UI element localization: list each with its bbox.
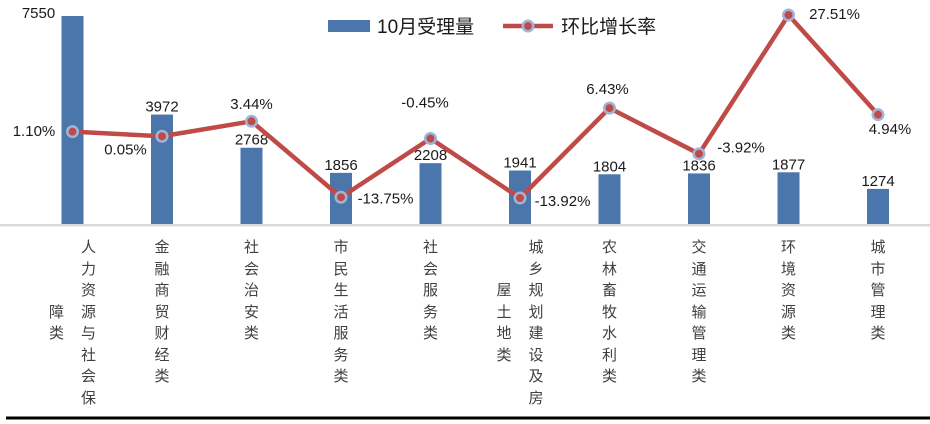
bar: [688, 173, 710, 224]
line-point: [155, 129, 169, 143]
bar-value-label: 1804: [593, 158, 626, 175]
legend-item-line-series: 环比增长率: [502, 12, 656, 39]
growth-rate-label: 1.10%: [13, 123, 56, 140]
category-label: 人力资源与社会保障类: [49, 239, 97, 407]
growth-rate-label: -0.45%: [401, 94, 449, 111]
growth-rate-label: 0.05%: [104, 141, 147, 158]
line-series-swatch-icon: [503, 19, 554, 32]
growth-rate-label: -13.92%: [535, 193, 591, 210]
bar-value-label: 2768: [235, 132, 268, 149]
bar-value-label: 1856: [324, 157, 357, 174]
legend-label-bar-series: 10月受理量: [377, 17, 475, 38]
bar-value-label: 2208: [414, 147, 447, 164]
line-point: [692, 147, 706, 161]
legend-item-bar-series: 10月受理量: [328, 12, 474, 39]
x-axis-line: [0, 224, 930, 227]
bar-value-label: 1274: [861, 173, 894, 190]
chart-legend: 10月受理量 环比增长率: [328, 12, 656, 39]
bar-value-label: 1941: [503, 155, 536, 172]
category-label: 城乡规划建设及房屋土地类: [496, 239, 544, 407]
category-label: 城市管理类: [870, 239, 886, 343]
category-label: 社会服务类: [423, 239, 439, 343]
line-point: [334, 190, 348, 204]
bar-value-label: 1877: [772, 156, 805, 173]
bottom-border-line: [6, 416, 930, 420]
line-point: [871, 108, 885, 122]
bar: [777, 172, 800, 224]
bar: [598, 174, 621, 224]
growth-rate-label: 6.43%: [586, 81, 629, 98]
bar: [419, 163, 442, 224]
category-label: 环境资源类: [781, 239, 797, 343]
category-label: 社会治安类: [244, 239, 260, 343]
category-label: 农林畜牧水利类: [602, 239, 618, 386]
category-label: 金融商贸财经类: [154, 239, 170, 386]
bar-value-label: 7550: [22, 5, 55, 22]
bar: [61, 16, 84, 224]
legend-label-line-series: 环比增长率: [561, 17, 657, 38]
category-label: 市民生活服务类: [333, 239, 349, 386]
bar: [867, 188, 889, 224]
growth-rate-label: -3.92%: [717, 140, 765, 157]
line-point: [513, 191, 527, 205]
growth-rate-label: -13.75%: [358, 191, 414, 208]
bar-value-label: 3972: [145, 99, 178, 116]
line-point: [66, 125, 79, 139]
bar: [240, 147, 263, 224]
bar-series-swatch-icon: [328, 19, 370, 32]
line-point: [245, 114, 258, 128]
growth-rate-label: 4.94%: [869, 121, 912, 138]
growth-line: [72, 12, 880, 201]
line-point: [424, 131, 437, 145]
category-label: 交通运输管理类: [691, 239, 707, 386]
line-point: [782, 8, 795, 22]
bar-value-label: 1836: [682, 157, 715, 174]
growth-rate-label: 27.51%: [809, 6, 860, 23]
growth-rate-label: 3.44%: [230, 96, 273, 113]
bar: [151, 114, 173, 224]
line-point: [603, 101, 616, 115]
